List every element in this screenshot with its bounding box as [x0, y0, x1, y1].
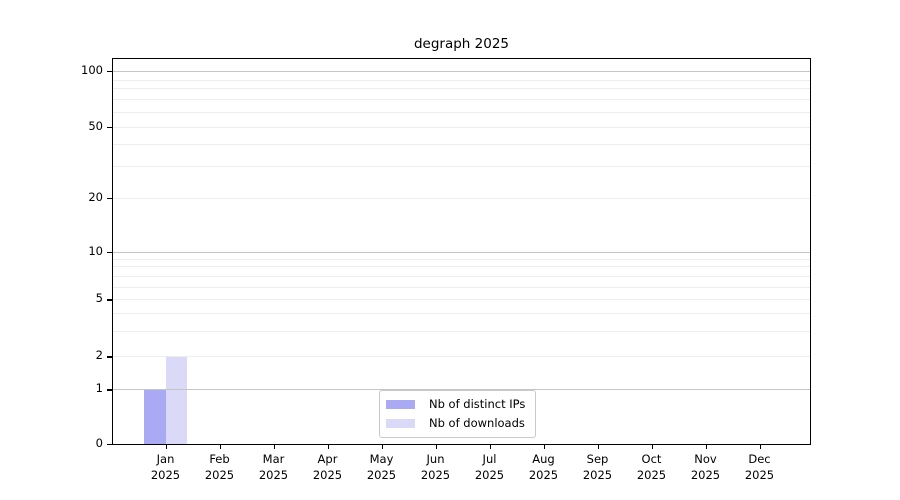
gridline-y-1 — [113, 389, 810, 391]
y-tick-mark-50 — [107, 126, 112, 129]
legend: Nb of distinct IPs Nb of downloads — [379, 390, 537, 438]
x-tick-mark-apr — [327, 444, 329, 449]
y-tick-mark-1 — [107, 389, 112, 391]
legend-item-nb-of-distinct-ips: Nb of distinct IPs — [386, 396, 525, 412]
x-tick-label-jan: Jan 2025 — [134, 452, 198, 483]
x-tick-year: 2025 — [528, 467, 559, 482]
x-tick-mark-feb — [219, 444, 221, 449]
x-tick-year: 2025 — [150, 467, 181, 482]
gridline-y-60 — [113, 112, 810, 114]
y-tick-label-1: 1 — [95, 381, 103, 396]
x-tick-year: 2025 — [636, 467, 667, 482]
x-tick-mark-may — [381, 444, 383, 449]
gridline-y-90 — [113, 79, 810, 81]
y-tick-label-50: 50 — [88, 118, 103, 133]
x-tick-year: 2025 — [204, 467, 235, 482]
x-tick-month: Dec — [748, 452, 771, 466]
gridline-y-40 — [113, 144, 810, 146]
y-tick-label-20: 20 — [88, 189, 103, 204]
y-tick-mark-5 — [107, 299, 112, 301]
x-tick-month: May — [369, 452, 394, 466]
x-tick-year: 2025 — [582, 467, 613, 482]
gridline-y-100 — [113, 70, 810, 72]
x-tick-year: 2025 — [474, 467, 505, 482]
x-tick-month: Jan — [156, 452, 175, 466]
gridline-y-6 — [113, 286, 810, 288]
y-tick-mark-0 — [107, 444, 112, 446]
gridline-y-5 — [113, 299, 810, 301]
gridline-y-4 — [113, 313, 810, 315]
x-tick-label-jul: Jul 2025 — [458, 452, 522, 483]
gridline-y-80 — [113, 87, 810, 89]
x-tick-label-oct: Oct 2025 — [620, 452, 684, 483]
x-tick-year: 2025 — [312, 467, 343, 482]
y-tick-label-10: 10 — [88, 243, 103, 258]
gridline-y-8 — [113, 266, 810, 268]
plot-area — [112, 58, 811, 445]
legend-swatch — [386, 418, 415, 428]
x-tick-year: 2025 — [420, 467, 451, 482]
x-tick-mark-oct — [651, 444, 653, 449]
x-tick-mark-jun — [435, 444, 437, 449]
gridline-y-7 — [113, 276, 810, 278]
x-tick-mark-jul — [489, 444, 491, 449]
gridline-y-70 — [113, 99, 810, 101]
legend-label: Nb of distinct IPs — [429, 397, 526, 411]
bar-nb-of-distinct-ips-jan — [144, 389, 166, 444]
gridline-y-2 — [113, 356, 810, 358]
x-tick-label-dec: Dec 2025 — [728, 452, 792, 483]
y-tick-mark-2 — [107, 356, 112, 358]
gridline-y-20 — [113, 197, 810, 199]
gridline-y-9 — [113, 258, 810, 260]
y-tick-label-5: 5 — [95, 291, 103, 306]
x-tick-mark-mar — [273, 444, 275, 449]
x-tick-label-nov: Nov 2025 — [674, 452, 738, 483]
x-tick-label-jun: Jun 2025 — [404, 452, 468, 483]
x-tick-month: Sep — [586, 452, 609, 466]
legend-label: Nb of downloads — [429, 416, 525, 430]
x-tick-label-aug: Aug 2025 — [512, 452, 576, 483]
x-tick-label-apr: Apr 2025 — [296, 452, 360, 483]
x-tick-year: 2025 — [690, 467, 721, 482]
x-tick-month: Aug — [532, 452, 555, 466]
x-tick-month: Jul — [482, 452, 497, 466]
x-tick-month: Oct — [641, 452, 662, 466]
x-tick-month: Feb — [209, 452, 230, 466]
x-tick-month: Apr — [317, 452, 338, 466]
chart-title: degraph 2025 — [413, 36, 510, 52]
y-tick-mark-10 — [107, 251, 112, 253]
gridline-y-10 — [113, 251, 810, 253]
gridline-y-3 — [113, 330, 810, 332]
x-tick-label-feb: Feb 2025 — [188, 452, 252, 483]
x-tick-month: Jun — [426, 452, 445, 466]
legend-item-nb-of-downloads: Nb of downloads — [386, 415, 525, 431]
y-tick-mark-100 — [107, 70, 112, 73]
y-tick-label-100: 100 — [81, 62, 103, 77]
x-tick-label-sep: Sep 2025 — [566, 452, 630, 483]
gridline-y-30 — [113, 166, 810, 168]
x-tick-month: Mar — [262, 452, 285, 466]
y-tick-label-0: 0 — [95, 436, 103, 450]
legend-swatch — [386, 399, 415, 409]
x-tick-mark-aug — [543, 444, 545, 449]
bar-nb-of-downloads-jan — [165, 356, 187, 444]
x-tick-mark-jan — [165, 444, 167, 449]
x-tick-label-may: May 2025 — [350, 452, 414, 483]
y-tick-mark-20 — [107, 197, 112, 200]
x-tick-year: 2025 — [258, 467, 289, 482]
gridline-y-50 — [113, 126, 810, 128]
x-tick-mark-nov — [705, 444, 707, 449]
x-tick-label-mar: Mar 2025 — [242, 452, 306, 483]
y-tick-label-2: 2 — [95, 348, 103, 363]
x-tick-year: 2025 — [366, 467, 397, 482]
x-tick-mark-dec — [759, 444, 761, 449]
x-tick-month: Nov — [694, 452, 717, 466]
x-tick-mark-sep — [597, 444, 599, 449]
x-tick-year: 2025 — [744, 467, 775, 482]
